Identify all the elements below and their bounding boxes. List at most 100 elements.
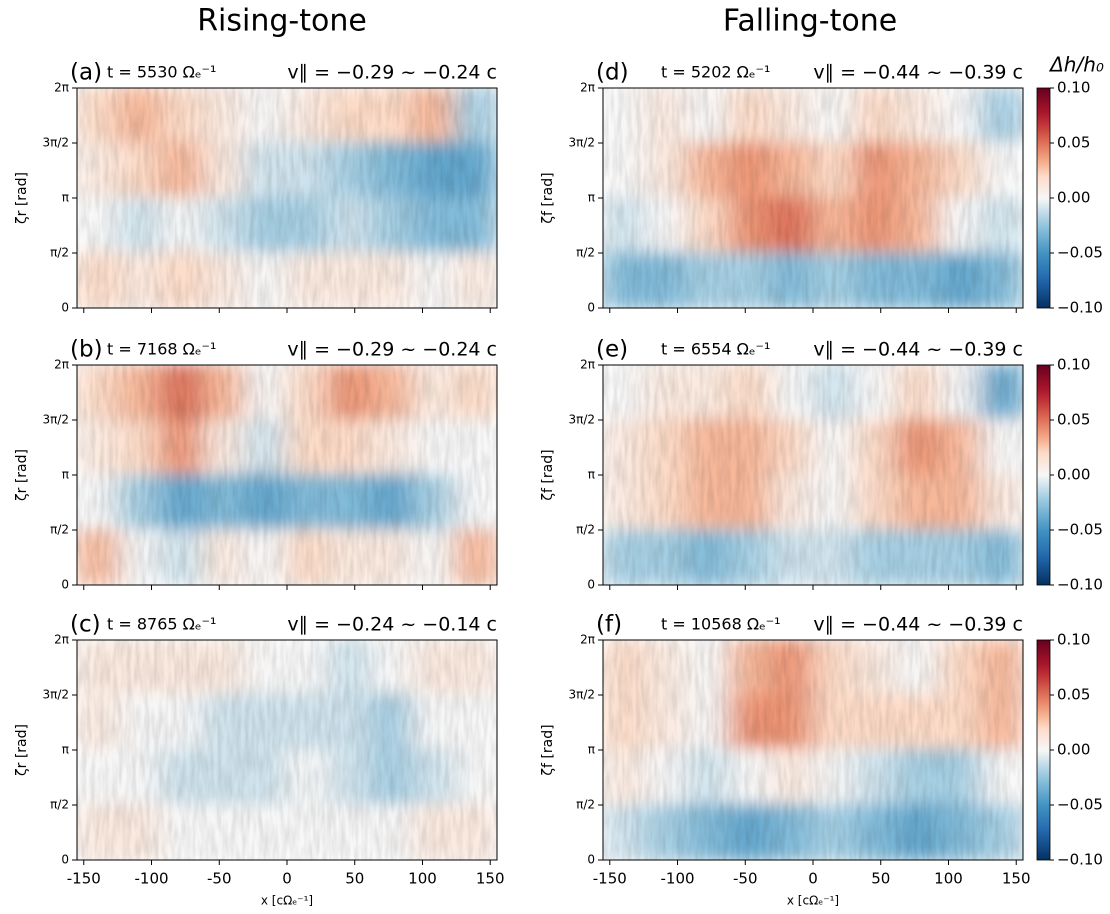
heatmap bbox=[77, 365, 497, 585]
colorbar-tick-label: −0.10 bbox=[1057, 851, 1103, 869]
x-axis-label: x [cΩₑ⁻¹] bbox=[787, 894, 839, 908]
y-tick-label: 0 bbox=[587, 853, 595, 867]
y-tick-label: 3π/2 bbox=[42, 688, 69, 702]
y-tick-label: 3π/2 bbox=[568, 688, 595, 702]
panel-velocity: v∥ = −0.44 ~ −0.39 c bbox=[813, 614, 1023, 636]
x-tick-label: -100 bbox=[660, 870, 694, 888]
panel-velocity: v∥ = −0.29 ~ −0.24 c bbox=[287, 339, 497, 361]
x-axis-label: x [cΩₑ⁻¹] bbox=[261, 894, 313, 908]
y-tick-label: 3π/2 bbox=[568, 413, 595, 427]
texture bbox=[77, 88, 497, 308]
panel-velocity: v∥ = −0.44 ~ −0.39 c bbox=[813, 62, 1023, 84]
y-tick-label: π bbox=[588, 191, 595, 205]
x-tick-label: 150 bbox=[1002, 870, 1031, 888]
y-tick-label: π bbox=[62, 743, 69, 757]
x-tick-label: 150 bbox=[476, 870, 505, 888]
y-axis-label: ζf [rad] bbox=[540, 172, 556, 223]
colorbar-tick-label: −0.10 bbox=[1057, 299, 1103, 317]
panel-time: t = 7168 Ωₑ⁻¹ bbox=[107, 340, 216, 359]
y-tick-label: 0 bbox=[587, 578, 595, 592]
panel-label: (e) bbox=[596, 337, 628, 363]
y-axis-label: ζf [rad] bbox=[540, 724, 556, 775]
y-tick-label: 2π bbox=[580, 358, 595, 372]
y-tick-label: π/2 bbox=[50, 523, 69, 537]
y-axis-label: ζr [rad] bbox=[14, 172, 30, 224]
colorbar-tick-label: 0.05 bbox=[1057, 686, 1090, 704]
x-tick-label: 0 bbox=[808, 870, 818, 888]
y-axis-label: ζf [rad] bbox=[540, 449, 556, 500]
x-tick-label: 0 bbox=[282, 870, 292, 888]
colorbar-tick-label: 0.10 bbox=[1057, 631, 1090, 649]
y-tick-label: π/2 bbox=[576, 523, 595, 537]
y-axis-label: ζr [rad] bbox=[14, 724, 30, 776]
y-tick-label: 2π bbox=[580, 633, 595, 647]
y-tick-label: π/2 bbox=[50, 246, 69, 260]
y-tick-label: π bbox=[588, 743, 595, 757]
y-tick-label: π/2 bbox=[50, 798, 69, 812]
y-tick-label: 2π bbox=[54, 358, 69, 372]
heatmap bbox=[77, 88, 497, 308]
heatmap bbox=[603, 365, 1023, 585]
colorbar-tick-label: −0.05 bbox=[1057, 796, 1103, 814]
panel-velocity: v∥ = −0.44 ~ −0.39 c bbox=[813, 339, 1023, 361]
y-tick-label: 0 bbox=[61, 578, 69, 592]
texture bbox=[603, 88, 1023, 308]
colorbar bbox=[1036, 364, 1051, 586]
panel-time: t = 5530 Ωₑ⁻¹ bbox=[107, 63, 216, 82]
x-tick-label: -100 bbox=[134, 870, 168, 888]
y-tick-label: π/2 bbox=[576, 798, 595, 812]
panel-time: t = 10568 Ωₑ⁻¹ bbox=[661, 615, 781, 634]
y-tick-label: π/2 bbox=[576, 246, 595, 260]
y-tick-label: π bbox=[62, 468, 69, 482]
y-tick-label: 0 bbox=[61, 301, 69, 315]
texture bbox=[77, 640, 497, 860]
colorbar-tick-label: 0.00 bbox=[1057, 466, 1090, 484]
y-tick-label: π bbox=[62, 191, 69, 205]
colorbar bbox=[1036, 639, 1051, 861]
x-tick-label: 100 bbox=[934, 870, 963, 888]
panel-label: (d) bbox=[596, 60, 629, 86]
x-tick-label: 50 bbox=[871, 870, 890, 888]
colorbar-tick-label: 0.10 bbox=[1057, 79, 1090, 97]
y-tick-label: 3π/2 bbox=[42, 413, 69, 427]
panel-time: t = 6554 Ωₑ⁻¹ bbox=[661, 340, 770, 359]
x-tick-label: -50 bbox=[207, 870, 232, 888]
y-axis-label: ζr [rad] bbox=[14, 449, 30, 501]
colorbar-tick-label: −0.05 bbox=[1057, 521, 1103, 539]
heatmap bbox=[603, 640, 1023, 860]
x-tick-label: -150 bbox=[593, 870, 627, 888]
texture bbox=[603, 640, 1023, 860]
panel-label: (c) bbox=[70, 612, 101, 638]
colorbar-title: Δh/h₀ bbox=[1048, 53, 1104, 77]
x-tick-label: 100 bbox=[408, 870, 437, 888]
x-tick-label: -50 bbox=[733, 870, 758, 888]
panel-velocity: v∥ = −0.24 ~ −0.14 c bbox=[287, 614, 497, 636]
y-tick-label: 2π bbox=[580, 81, 595, 95]
colorbar-tick-label: 0.05 bbox=[1057, 134, 1090, 152]
colorbar-tick-label: −0.05 bbox=[1057, 244, 1103, 262]
heatmap bbox=[603, 88, 1023, 308]
colorbar-tick-label: −0.10 bbox=[1057, 576, 1103, 594]
panel-label: (b) bbox=[70, 337, 103, 363]
y-tick-label: 2π bbox=[54, 633, 69, 647]
heatmap bbox=[77, 640, 497, 860]
column-title: Falling-tone bbox=[723, 4, 897, 39]
y-tick-label: 0 bbox=[61, 853, 69, 867]
y-tick-label: π bbox=[588, 468, 595, 482]
texture bbox=[77, 365, 497, 585]
colorbar bbox=[1036, 87, 1051, 309]
panel-label: (a) bbox=[70, 60, 102, 86]
colorbar-tick-label: 0.00 bbox=[1057, 189, 1090, 207]
colorbar-tick-label: 0.05 bbox=[1057, 411, 1090, 429]
y-tick-label: 3π/2 bbox=[568, 136, 595, 150]
panel-time: t = 8765 Ωₑ⁻¹ bbox=[107, 615, 216, 634]
panel-time: t = 5202 Ωₑ⁻¹ bbox=[661, 63, 770, 82]
y-tick-label: 0 bbox=[587, 301, 595, 315]
panel-label: (f) bbox=[596, 612, 622, 638]
panel-velocity: v∥ = −0.29 ~ −0.24 c bbox=[287, 62, 497, 84]
x-tick-label: 50 bbox=[345, 870, 364, 888]
y-tick-label: 3π/2 bbox=[42, 136, 69, 150]
y-tick-label: 2π bbox=[54, 81, 69, 95]
x-tick-label: -150 bbox=[67, 870, 101, 888]
